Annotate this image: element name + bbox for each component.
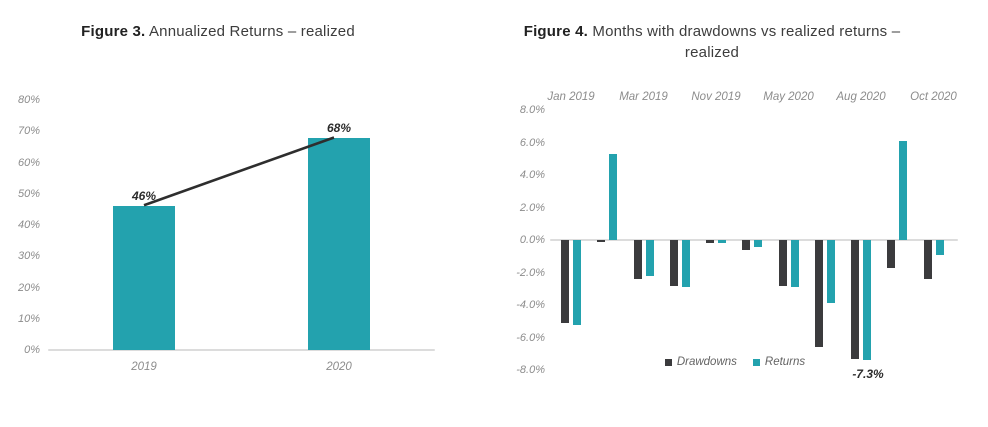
bar-value-label: 68% [326, 120, 352, 135]
min-value-annotation: -7.3% [852, 367, 884, 381]
bar-returns [573, 240, 581, 325]
bar-drawdowns [597, 240, 606, 242]
bar-drawdowns [706, 240, 714, 244]
bar-returns [863, 240, 871, 361]
bar-drawdowns [778, 240, 787, 286]
bar-2020 [308, 137, 370, 350]
y-tick-label: 2.0% [519, 201, 545, 214]
legend-label: Drawdowns [676, 356, 737, 368]
y-tick-label: 40% [17, 219, 40, 231]
bar-returns [826, 240, 835, 304]
bar-returns [935, 240, 944, 255]
legend-item-drawdowns: Drawdowns [664, 356, 737, 368]
bar-drawdowns [669, 240, 678, 286]
y-tick-label: 10% [17, 312, 40, 325]
bar-drawdowns [851, 240, 859, 359]
bar-value-label: 46% [131, 189, 157, 204]
x-tick-label: Nov 2019 [691, 91, 741, 103]
y-tick-label: 30% [17, 250, 40, 263]
bar-drawdowns [887, 240, 896, 268]
y-tick-label: 4.0% [519, 169, 545, 181]
x-tick-label: Oct 2020 [910, 91, 957, 103]
x-tick-label: 2020 [326, 361, 352, 373]
x-tick-label: 2019 [131, 361, 157, 373]
y-tick-label: 0% [24, 344, 40, 356]
y-tick-label: -6.0% [516, 331, 545, 344]
figure4-title-text: Months with drawdowns vs realized return… [588, 23, 901, 40]
y-tick-label: 20% [17, 281, 40, 294]
bar-returns [681, 240, 690, 288]
y-tick-label: -8.0% [516, 364, 545, 376]
bar-returns [718, 240, 726, 244]
legend-swatch-drawdowns [664, 358, 672, 366]
x-tick-label: Jan 2019 [547, 91, 595, 103]
zero-axis-line [550, 239, 958, 241]
legend-item-returns: Returns [752, 356, 806, 368]
bar-returns [790, 240, 799, 288]
chart-legend: Drawdowns Returns [550, 356, 920, 368]
bar-drawdowns [742, 240, 751, 250]
y-tick-label: -4.0% [516, 299, 545, 311]
figure3-title-text: Annualized Returns – realized [145, 23, 355, 40]
y-tick-label: 80% [17, 94, 40, 106]
figure4-plot: 8.0% 6.0% 4.0% 2.0% 0.0% -2.0% -4.0% -6.0% -8.0%… [494, 0, 988, 427]
x-tick-label: Mar 2019 [619, 91, 668, 103]
legend-swatch-returns [752, 358, 760, 366]
figure4-title-line1: Figure 4. Months with drawdowns vs reali… [502, 23, 922, 40]
bar-2019 [113, 206, 175, 350]
legend-label: Returns [764, 356, 806, 368]
bar-returns [609, 153, 618, 240]
y-tick-label: -2.0% [516, 266, 545, 279]
bar-returns [645, 240, 654, 276]
figure3-title: Figure 3. Annualized Returns – realized [18, 23, 418, 40]
figure3-title-prefix: Figure 3. [81, 23, 146, 40]
figure4-title-line2: realized [684, 44, 740, 61]
bar-drawdowns [633, 240, 642, 279]
figure4-title-prefix: Figure 4. [523, 23, 589, 40]
x-tick-label: Aug 2020 [836, 91, 886, 103]
bar-drawdowns [561, 240, 569, 323]
bar-returns [754, 240, 763, 247]
figure3-plot: 80% 70% 60% 50% 40% 30% 20% 10% 0% 46% 2019 68% 2020 [17, 94, 435, 373]
y-tick-label: 50% [17, 187, 40, 200]
bar-drawdowns [923, 240, 932, 279]
y-tick-label: 70% [17, 125, 40, 138]
bar-returns [899, 140, 908, 240]
x-axis-line [48, 349, 435, 351]
bar-drawdowns [814, 240, 823, 348]
x-tick-label: May 2020 [763, 91, 814, 103]
y-tick-label: 6.0% [519, 136, 545, 149]
y-tick-label: 60% [17, 156, 40, 169]
y-tick-label: 0.0% [519, 234, 545, 246]
y-tick-label: 8.0% [519, 104, 545, 116]
trend-line [143, 136, 335, 207]
